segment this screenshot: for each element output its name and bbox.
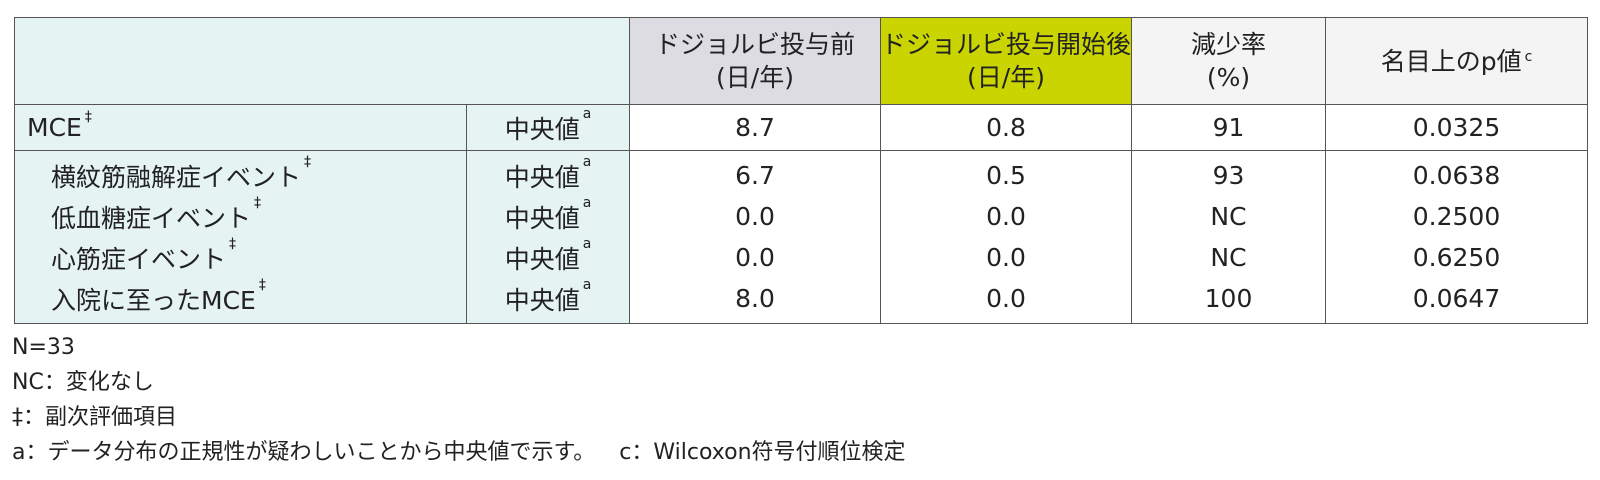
header-cell: ドジョルビ投与前 (日/年) bbox=[629, 17, 881, 105]
header-line: ドジョルビ投与開始後 bbox=[881, 30, 1132, 59]
row-stat: 中央値a bbox=[466, 104, 630, 151]
note: N=33 bbox=[12, 335, 75, 360]
value-cell: 0.6250 bbox=[1325, 237, 1589, 278]
row-stat: 中央値a bbox=[466, 150, 630, 196]
value-cell: 0.2500 bbox=[1325, 196, 1589, 237]
value-cell: 0.5 bbox=[879, 150, 1133, 196]
header-line: (日/年) bbox=[716, 63, 794, 92]
row-stat: 中央値a bbox=[466, 235, 630, 278]
value-cell: 0.0 bbox=[879, 278, 1133, 324]
table-row: 横紋筋融解症イベント‡ 中央値a 6.7 0.5 93 0.0638 bbox=[14, 150, 1589, 196]
cell-text: MCE bbox=[27, 113, 82, 142]
value-cell: 6.7 bbox=[629, 150, 881, 196]
row-label: 低血糖症イベント‡ bbox=[14, 194, 467, 237]
header-line: 名目上のp値 c bbox=[1380, 46, 1533, 76]
value-cell: 0.0 bbox=[629, 237, 881, 278]
superscript: a bbox=[582, 194, 592, 211]
note: a：データ分布の正規性が疑わしいことから中央値で示す。 bbox=[12, 440, 596, 465]
note: ‡：副次評価項目 bbox=[12, 405, 178, 430]
row-stat: 中央値a bbox=[466, 276, 630, 324]
header-line: ドジョルビ投与前 bbox=[654, 30, 855, 59]
value-cell: 8.0 bbox=[629, 278, 881, 324]
table-wrap: ドジョルビ投与前 (日/年) ドジョルビ投与開始後 (日/年) 減少率 (%) 名目上のp値… bbox=[14, 17, 1589, 324]
value-cell: 91 bbox=[1131, 104, 1327, 151]
value-cell: 0.0 bbox=[629, 196, 881, 237]
superscript: ‡ bbox=[229, 235, 237, 252]
superscript: ‡ bbox=[84, 109, 92, 125]
cell-text: 横紋筋融解症イベント bbox=[51, 162, 302, 192]
value-cell: NC bbox=[1131, 237, 1327, 278]
superscript: a bbox=[582, 235, 592, 252]
row-label: 入院に至ったMCE‡ bbox=[14, 276, 467, 324]
header-line: (日/年) bbox=[967, 63, 1045, 92]
cell-text: 中央値 bbox=[504, 162, 580, 192]
cell-text: 入院に至ったMCE bbox=[51, 285, 256, 315]
cell-text: 中央値 bbox=[504, 244, 580, 274]
value-cell: 0.0325 bbox=[1325, 104, 1589, 151]
table-body: ドジョルビ投与前 (日/年) ドジョルビ投与開始後 (日/年) 減少率 (%) 名目上のp値… bbox=[14, 17, 1589, 324]
superscript: a bbox=[582, 153, 592, 170]
table-row: 低血糖症イベント‡ 中央値a 0.0 0.0 NC 0.2500 bbox=[14, 194, 1589, 237]
value-cell: NC bbox=[1131, 196, 1327, 237]
value-cell: 8.7 bbox=[629, 104, 881, 151]
table-row: 心筋症イベント‡ 中央値a 0.0 0.0 NC 0.6250 bbox=[14, 235, 1589, 278]
value-cell: 100 bbox=[1131, 278, 1327, 324]
value-cell: 0.0647 bbox=[1325, 278, 1589, 324]
note-line: N=33 bbox=[12, 330, 906, 365]
header-row: ドジョルビ投与前 (日/年) ドジョルビ投与開始後 (日/年) 減少率 (%) 名目上のp値… bbox=[14, 17, 1589, 105]
value-cell: 93 bbox=[1131, 150, 1327, 196]
header-line: (%) bbox=[1206, 63, 1251, 92]
note: NC：変化なし bbox=[12, 370, 154, 395]
header-blank bbox=[14, 17, 630, 105]
value-cell: 0.0 bbox=[879, 196, 1133, 237]
row-stat: 中央値a bbox=[466, 194, 630, 237]
header-line: 減少率 bbox=[1191, 30, 1267, 59]
header-cell: 減少率 (%) bbox=[1131, 17, 1327, 105]
row-label: 心筋症イベント‡ bbox=[14, 235, 467, 278]
cell-text: 中央値 bbox=[504, 203, 580, 233]
note-line: a：データ分布の正規性が疑わしいことから中央値で示す。 c：Wilcoxon符号付… bbox=[12, 435, 906, 470]
row-label: 横紋筋融解症イベント‡ bbox=[14, 150, 467, 196]
cell-text: 中央値 bbox=[504, 285, 580, 315]
cell-text: 低血糖症イベント bbox=[51, 203, 252, 233]
data-table: ドジョルビ投与前 (日/年) ドジョルビ投与開始後 (日/年) 減少率 (%) 名目上のp値… bbox=[14, 17, 1589, 324]
superscript: a bbox=[582, 276, 592, 293]
value-cell: 0.0638 bbox=[1325, 150, 1589, 196]
note-line: ‡：副次評価項目 bbox=[12, 400, 906, 435]
row-label: MCE ‡ bbox=[14, 104, 467, 151]
value-cell: 0.8 bbox=[879, 104, 1133, 151]
cell-text: 中央値 bbox=[504, 114, 580, 144]
note-line: NC：変化なし bbox=[12, 365, 906, 400]
superscript: ‡ bbox=[254, 194, 262, 211]
superscript: ‡ bbox=[258, 276, 266, 293]
superscript: a bbox=[582, 105, 592, 122]
note: c：Wilcoxon符号付順位検定 bbox=[619, 440, 906, 465]
notes: N=33 NC：変化なし ‡：副次評価項目 a：データ分布の正規性が疑わしいことから中… bbox=[12, 330, 906, 470]
cell-text: 心筋症イベント bbox=[51, 244, 227, 274]
table-row: 入院に至ったMCE‡ 中央値a 8.0 0.0 100 0.0647 bbox=[14, 276, 1589, 324]
value-cell: 0.0 bbox=[879, 237, 1133, 278]
header-cell: ドジョルビ投与開始後 (日/年) bbox=[879, 17, 1133, 105]
table-row: MCE ‡ 中央値a 8.7 0.8 91 0.0325 bbox=[14, 104, 1589, 151]
header-cell: 名目上のp値 c bbox=[1325, 17, 1589, 105]
superscript: ‡ bbox=[304, 153, 312, 170]
superscript: c bbox=[1524, 48, 1533, 65]
